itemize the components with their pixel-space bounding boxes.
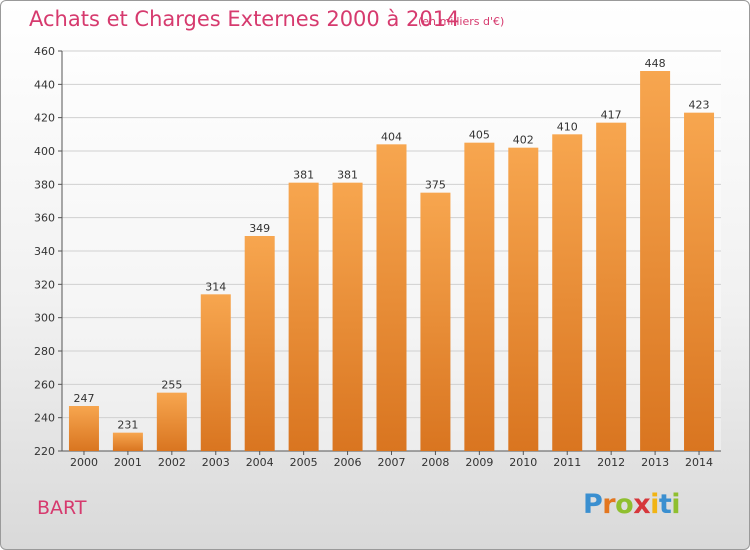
data-label: 448 [645, 57, 666, 70]
x-tick-label: 2011 [553, 456, 581, 469]
data-label: 375 [425, 179, 446, 192]
y-tick-label: 360 [34, 212, 55, 225]
bar [596, 122, 627, 452]
x-tick-label: 2006 [334, 456, 362, 469]
data-label: 349 [249, 222, 270, 235]
bar [684, 112, 715, 452]
bar [464, 142, 495, 451]
y-tick-label: 320 [34, 278, 55, 291]
bar [640, 71, 671, 451]
x-tick-label: 2010 [509, 456, 537, 469]
x-tick-label: 2004 [246, 456, 274, 469]
data-label: 417 [601, 109, 622, 122]
bar [200, 294, 231, 451]
data-label: 231 [117, 419, 138, 432]
bar [68, 406, 99, 451]
y-tick-label: 460 [34, 45, 55, 58]
bar [332, 182, 363, 451]
x-tick-label: 2012 [597, 456, 625, 469]
data-label: 381 [293, 169, 314, 182]
data-label: 247 [73, 392, 94, 405]
data-label: 255 [161, 379, 182, 392]
logo-letter: r [602, 489, 616, 520]
x-tick-label: 2014 [685, 456, 713, 469]
data-label: 404 [381, 130, 402, 143]
logo-letter: i [671, 489, 681, 520]
y-tick-label: 240 [34, 412, 55, 425]
bar [288, 182, 319, 451]
logo-letter: t [658, 489, 672, 520]
y-tick-label: 420 [34, 112, 55, 125]
data-label: 314 [205, 280, 226, 293]
x-tick-label: 2005 [290, 456, 318, 469]
x-tick-label: 2008 [421, 456, 449, 469]
data-label: 423 [689, 99, 710, 112]
place-name: BART [37, 497, 87, 519]
y-tick-label: 400 [34, 145, 55, 158]
y-tick-label: 280 [34, 345, 55, 358]
logo-letter: x [633, 489, 651, 520]
chart-subtitle: (en milliers d'€) [418, 15, 505, 28]
x-tick-label: 2002 [158, 456, 186, 469]
x-tick-label: 2001 [114, 456, 142, 469]
proxiti-logo: Proxiti [583, 489, 681, 520]
y-tick-label: 300 [34, 312, 55, 325]
x-tick-label: 2009 [465, 456, 493, 469]
logo-letter: P [583, 489, 603, 520]
y-tick-label: 380 [34, 178, 55, 191]
bar [508, 147, 539, 451]
data-label: 402 [513, 134, 534, 147]
bar [244, 236, 275, 451]
data-label: 381 [337, 169, 358, 182]
y-tick-label: 340 [34, 245, 55, 258]
y-tick-label: 440 [34, 78, 55, 91]
bar [420, 192, 451, 451]
x-tick-label: 2007 [378, 456, 406, 469]
logo-letter: o [615, 489, 634, 520]
x-tick-label: 2013 [641, 456, 669, 469]
data-label: 410 [557, 120, 578, 133]
x-tick-label: 2000 [70, 456, 98, 469]
y-tick-label: 220 [34, 445, 55, 458]
x-tick-label: 2003 [202, 456, 230, 469]
data-label: 405 [469, 129, 490, 142]
chart-title: Achats et Charges Externes 2000 à 2014 [29, 7, 460, 31]
bar [376, 144, 407, 452]
logo-letter: i [650, 489, 659, 520]
y-tick-label: 260 [34, 378, 55, 391]
bar [552, 134, 583, 452]
bar [156, 392, 187, 451]
bar [112, 432, 143, 451]
